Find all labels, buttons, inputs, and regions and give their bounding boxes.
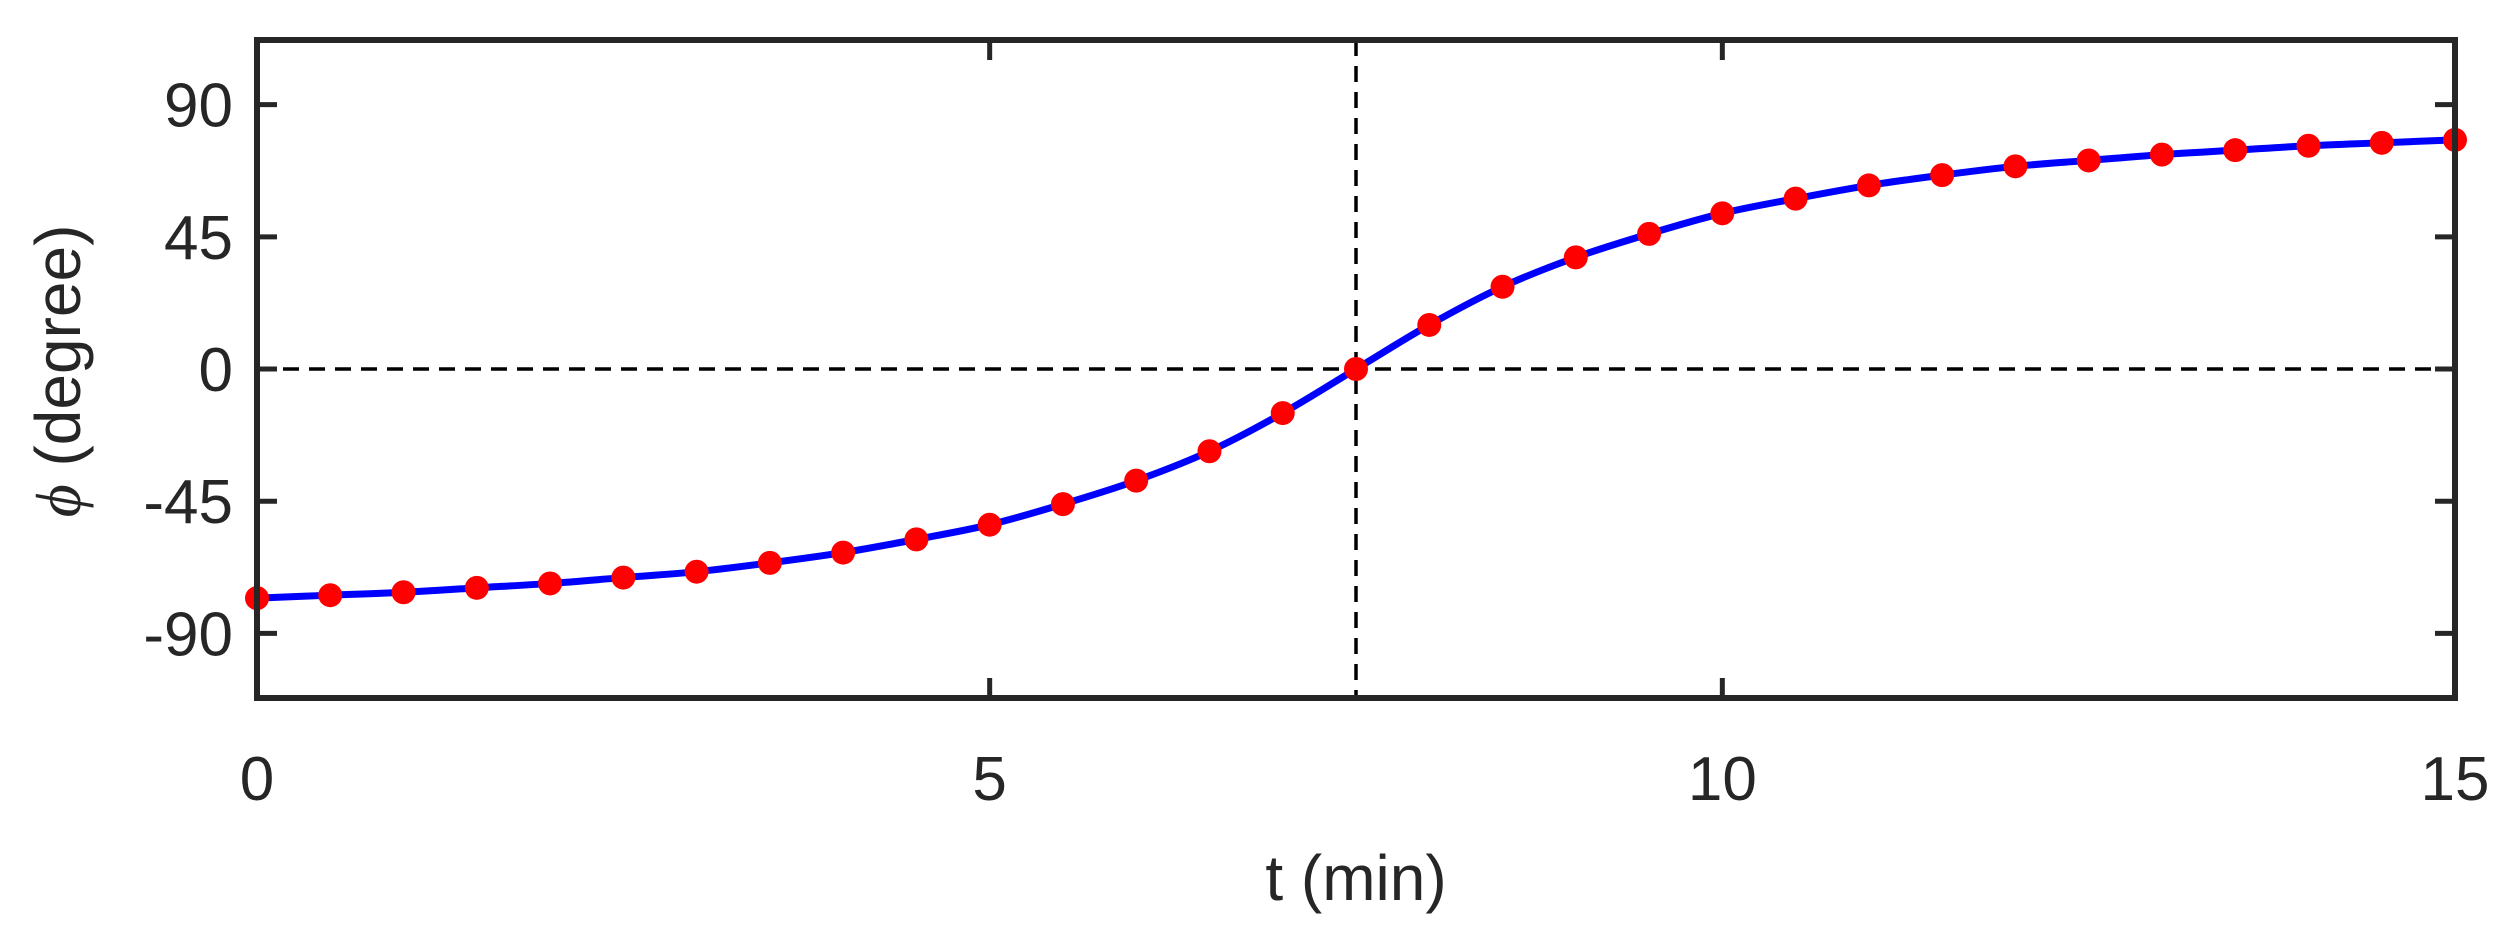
data-point [1783,186,1808,211]
y-axis-symbol: ϕ [23,484,94,517]
y-axis-unit: (degree) [22,225,94,467]
x-tick-label: 10 [1688,745,1757,814]
data-point [1637,221,1662,246]
data-point [611,565,636,590]
data-point [1197,439,1222,464]
data-point [2149,142,2174,167]
y-tick-labels: 90 45 0 -45 -90 [143,72,233,670]
data-point [538,571,563,596]
marker-layer [245,127,2467,611]
y-tick-label: 45 [164,204,233,273]
y-tick-label: 0 [199,336,233,405]
data-point [1417,312,1442,337]
data-point [1490,274,1515,299]
data-point [684,559,709,584]
data-point [318,583,343,608]
data-point [831,540,856,565]
data-point [977,512,1002,537]
data-point [1710,201,1735,226]
y-tick-label: -45 [143,468,233,537]
data-point [1050,492,1075,517]
x-tick-labels: 0 5 10 15 [240,745,2490,814]
data-point [757,550,782,575]
data-point [1856,173,1881,198]
data-point [2296,133,2321,158]
x-axis-title: t (min) [1265,842,1446,914]
data-point [2369,130,2394,155]
data-point [904,527,929,552]
data-point [1344,357,1368,381]
data-point [391,580,416,605]
y-axis-space [22,467,94,485]
data-point [1563,245,1588,270]
x-tick-label: 0 [240,745,274,814]
data-point [2076,148,2101,173]
data-point [1930,163,1955,188]
data-point [2003,154,2028,179]
plot-frame [254,37,2458,701]
y-tick-label: -90 [143,600,233,669]
data-point [1124,468,1149,493]
data-point [2223,138,2248,163]
data-point [1270,401,1295,426]
y-tick-label: 90 [164,72,233,141]
x-tick-label: 5 [972,745,1006,814]
data-point [464,575,489,600]
x-tick-label: 15 [2421,745,2490,814]
y-axis-title: ϕ (degree) [22,225,94,518]
